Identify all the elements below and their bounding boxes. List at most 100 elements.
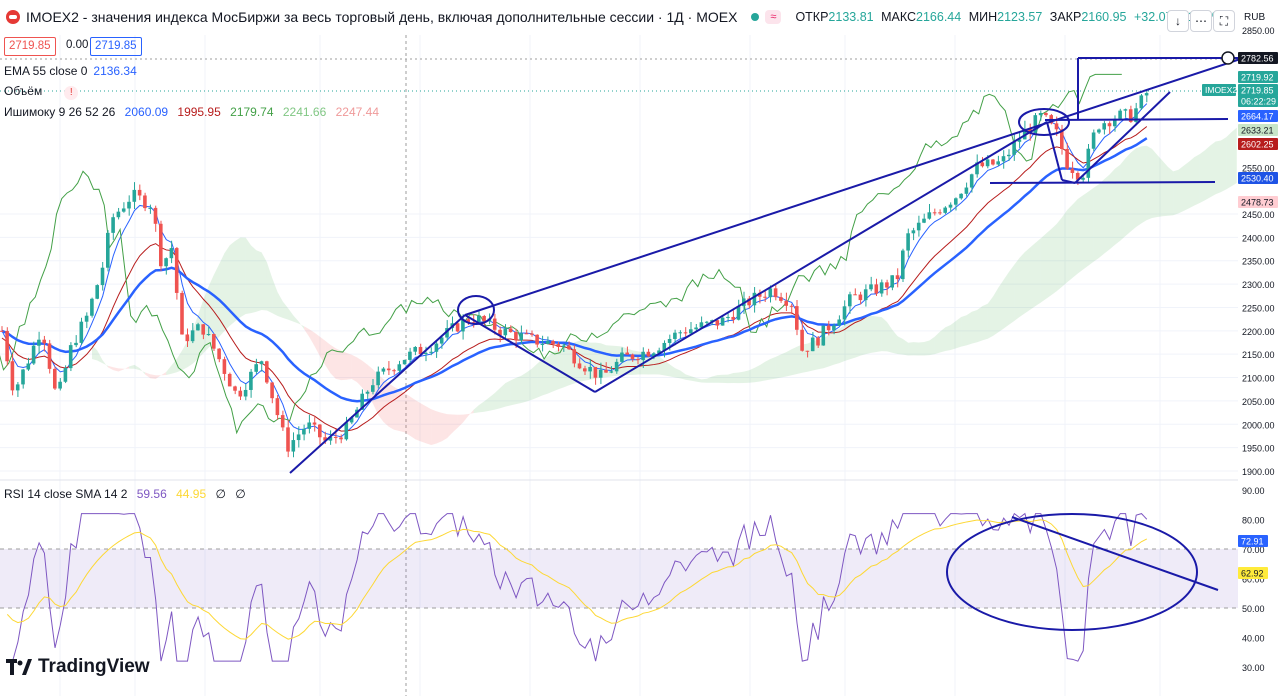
candle (1123, 109, 1128, 111)
axis-tick-label: 50.00 (1242, 604, 1265, 614)
candle (429, 351, 433, 353)
symbol-title[interactable]: IMOEX2 - значения индекса МосБиржи за ве… (26, 9, 738, 25)
cloud-segment (277, 292, 283, 318)
cloud-segment (690, 376, 697, 382)
candle (254, 364, 258, 372)
buy-price[interactable]: 2719.85 (90, 37, 142, 56)
candle (466, 319, 470, 323)
candle (736, 306, 741, 320)
axis-tick-label: 2400.00 (1242, 233, 1275, 243)
approx-icon[interactable]: ≈ (765, 10, 782, 24)
cloud-segment (431, 409, 437, 446)
candle (821, 325, 826, 346)
ichimoku-legend[interactable]: Ишимоку 9 26 52 26 2060.09 1995.95 2179.… (4, 105, 379, 119)
cloud-segment (770, 356, 776, 380)
candle (498, 329, 502, 336)
cloud-segment (924, 340, 930, 356)
more-icon[interactable]: ⋯ (1190, 10, 1212, 32)
axis-tick-label: 2450.00 (1242, 210, 1275, 220)
cloud-segment (1215, 140, 1221, 195)
candle (583, 368, 587, 372)
cloud-segment (505, 380, 511, 407)
axis-tick-label: 30.00 (1242, 663, 1265, 673)
candle (1017, 139, 1022, 142)
candle (68, 345, 73, 369)
circle-annotation (1018, 108, 1070, 136)
cloud-segment (304, 326, 310, 338)
candle (651, 353, 656, 357)
candle (174, 248, 179, 293)
candle (21, 369, 25, 385)
price-badge-label: 2664.17 (1241, 112, 1274, 122)
arrow-down-icon[interactable]: ↓ (1167, 10, 1189, 32)
cloud-segment (553, 349, 559, 392)
rsi-legend[interactable]: RSI 14 close SMA 14 2 59.56 44.95 ∅ ∅ (4, 487, 246, 501)
axis-tick-label: 90.00 (1242, 486, 1265, 496)
trend-line (1044, 118, 1229, 121)
volume-legend[interactable]: Объём! (4, 84, 84, 100)
candle (641, 351, 645, 361)
axis-tick-label: 2150.00 (1242, 350, 1275, 360)
cloud-segment (118, 368, 124, 372)
cloud-segment (367, 364, 373, 404)
sell-price[interactable]: 2719.85 (4, 37, 56, 56)
cloud-segment (1046, 228, 1052, 299)
cloud-segment (1205, 145, 1211, 201)
cloud-segment (394, 386, 400, 431)
currency-label[interactable]: RUB (1244, 12, 1266, 23)
candle (445, 328, 449, 338)
tenkan-line (1, 103, 1148, 438)
ema-legend[interactable]: EMA 55 close 0 2136.34 (4, 64, 137, 78)
cloud-segment (160, 372, 167, 376)
axis-tick-label: 2550.00 (1242, 163, 1275, 173)
chikou-line (0, 73, 1122, 435)
rsi-badge (1238, 535, 1268, 547)
candle (593, 366, 598, 378)
candle (704, 321, 709, 323)
candle (1065, 148, 1069, 169)
candle (784, 300, 788, 306)
cloud-segment (871, 315, 877, 353)
candle (916, 222, 921, 231)
candle (1044, 112, 1048, 116)
cloud-segment (876, 316, 882, 352)
rsi-badge-label: 62.92 (1241, 569, 1264, 579)
candle (667, 338, 672, 343)
cloud-segment (378, 374, 384, 422)
cloud-segment (834, 328, 840, 365)
candle (932, 212, 937, 214)
cloud-segment (92, 344, 98, 361)
cloud-segment (1194, 154, 1200, 206)
candle (439, 337, 444, 344)
candle (47, 343, 52, 369)
candle (636, 359, 640, 361)
cloud-segment (510, 377, 516, 406)
cloud-segment (404, 392, 410, 436)
tradingview-logo[interactable]: TradingView (6, 656, 150, 678)
candle (190, 330, 195, 342)
axis-tick-label: 2350.00 (1242, 257, 1275, 267)
user-drawings (289, 45, 1280, 474)
cloud-segment (139, 368, 145, 375)
candle (328, 436, 333, 441)
fullscreen-icon[interactable]: ⛶ (1213, 10, 1235, 32)
cloud-segment (436, 411, 442, 444)
candle (153, 207, 158, 224)
cloud-segment (494, 388, 501, 410)
candle (826, 325, 831, 331)
cloud-segment (155, 375, 161, 379)
candle (715, 320, 720, 326)
rsi-sma-line (6, 519, 1148, 640)
candle (201, 324, 205, 335)
cloud-segment (887, 322, 893, 353)
cloud-segment (982, 303, 988, 341)
candle (1128, 109, 1133, 122)
candle (365, 391, 370, 394)
cloud-segment (198, 299, 204, 359)
cloud-segment (1024, 247, 1031, 314)
candle (964, 187, 969, 194)
candle (116, 211, 121, 218)
candle (339, 437, 343, 440)
candle (959, 193, 963, 199)
